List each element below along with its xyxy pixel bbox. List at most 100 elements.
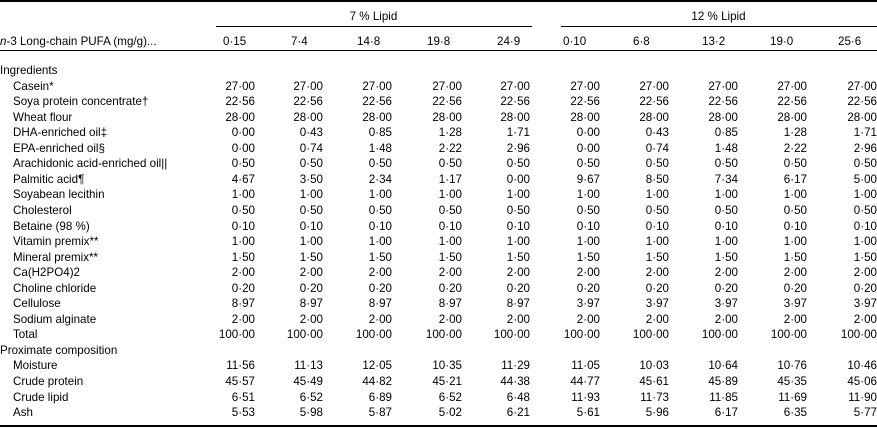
table-cell: 2·00: [783, 312, 807, 326]
table-cell: 0·10: [438, 219, 462, 233]
table-cell: 28·00: [570, 110, 600, 124]
table-cell: 6·17: [783, 172, 807, 186]
table-cell: 3·97: [714, 297, 738, 311]
table-cell: 0·00: [231, 141, 255, 155]
table-cell: 8·97: [231, 297, 255, 311]
table-cell: 44·38: [500, 375, 530, 388]
table-cell: 22·56: [639, 95, 669, 109]
table-cell: 44·82: [362, 375, 392, 388]
table-cell: 1·50: [368, 250, 392, 264]
table-cell: 0·50: [299, 157, 323, 171]
table-cell: 0·20: [506, 281, 530, 295]
table-cell: 2·00: [783, 266, 807, 280]
table-cell: 0·00: [576, 141, 600, 155]
table-cell: 28·00: [639, 110, 669, 124]
table-cell: 0·50: [714, 203, 738, 217]
top-rule: [0, 0, 877, 2]
table-cell: 12·05: [362, 359, 392, 373]
table-cell: 10·35: [432, 359, 462, 373]
row-label: Choline chloride: [13, 281, 97, 295]
table-cell: 0·10: [231, 219, 255, 233]
row-label: EPA-enriched oil§: [13, 141, 105, 155]
table-cell: 11·13: [294, 359, 323, 373]
row-label: Crude protein: [13, 375, 84, 388]
section-header: Proximate composition: [0, 343, 118, 357]
table-cell: 100·00: [632, 328, 669, 342]
table-cell: 6·52: [438, 390, 462, 404]
row-label: Arachidonic acid-enriched oil||: [13, 157, 168, 171]
table-cell: 22·56: [500, 95, 530, 109]
table-cell: 1·00: [231, 235, 255, 249]
table-cell: 0·10: [506, 219, 530, 233]
column-header: 19·0: [770, 35, 794, 48]
row-label: Sodium alginate: [13, 312, 97, 326]
table-cell: 5·98: [299, 406, 323, 420]
row-label: Mineral premix**: [13, 250, 99, 264]
table-cell: 27·00: [847, 79, 877, 93]
table-cell: 100·00: [218, 328, 255, 342]
table-cell: 27·00: [225, 79, 255, 93]
table-cell: 2·00: [368, 266, 392, 280]
table-cell: 100·00: [770, 328, 807, 342]
column-header: 19·8: [427, 35, 451, 48]
table-cell: 0·50: [853, 157, 877, 171]
table-cell: 2·00: [714, 312, 738, 326]
column-header: 0·15: [223, 35, 247, 48]
table-cell: 2·34: [368, 172, 392, 186]
table-cell: 0·50: [438, 157, 462, 171]
column-header: 0·10: [563, 35, 587, 48]
table-cell: 45·57: [225, 375, 255, 388]
table-cell: 9·67: [576, 172, 600, 186]
table-cell: 0·20: [783, 281, 807, 295]
table-cell: 11·73: [640, 390, 669, 404]
table-cell: 100·00: [701, 328, 738, 342]
table-cell: 1·50: [645, 250, 669, 264]
table-cell: 1·28: [438, 126, 462, 140]
table-cell: 2·22: [438, 141, 462, 155]
table-cell: 11·85: [709, 390, 738, 404]
table-cell: 0·85: [714, 126, 738, 140]
table-cell: 3·50: [299, 172, 323, 186]
table-cell: 0·50: [231, 203, 255, 217]
row-label: Casein*: [13, 79, 54, 93]
table-cell: 1·50: [506, 250, 530, 264]
table-cell: 22·56: [847, 95, 877, 109]
table-cell: 27·00: [708, 79, 738, 93]
table-cell: 0·10: [853, 219, 877, 233]
table-cell: 5·61: [576, 406, 600, 420]
table-cell: 1·50: [299, 250, 323, 264]
table-cell: 28·00: [362, 110, 392, 124]
group-rule-7: [216, 26, 532, 27]
table-cell: 22·56: [777, 95, 807, 109]
table-cell: 10·64: [708, 359, 738, 373]
table-cell: 2·00: [853, 312, 877, 326]
table-cell: 45·49: [293, 375, 323, 388]
table-cell: 27·00: [432, 79, 462, 93]
table-cell: 0·20: [231, 281, 255, 295]
table-cell: 0·50: [299, 203, 323, 217]
table-cell: 1·50: [853, 250, 877, 264]
table-cell: 6·48: [506, 390, 530, 404]
row-label: Wheat flour: [13, 110, 73, 124]
table-cell: 11·05: [571, 359, 600, 373]
table-cell: 1·00: [506, 188, 530, 202]
table-cell: 5·02: [438, 406, 462, 420]
table-cell: 0·85: [368, 126, 392, 140]
table-cell: 1·00: [438, 188, 462, 202]
table-cell: 0·50: [714, 157, 738, 171]
table-cell: 2·22: [783, 141, 807, 155]
table-cell: 1·48: [368, 141, 392, 155]
table-cell: 11·56: [226, 359, 255, 373]
table-cell: 0·20: [853, 281, 877, 295]
table-cell: 0·50: [645, 203, 669, 217]
table-cell: 22·56: [362, 95, 392, 109]
column-header: 13·2: [702, 35, 726, 48]
table-cell: 0·50: [368, 203, 392, 217]
table-cell: 1·00: [714, 235, 738, 249]
table-cell: 1·00: [853, 235, 877, 249]
column-header: 24·9: [497, 35, 521, 48]
table-cell: 1·17: [438, 172, 462, 186]
row-label: Ca(H2PO4)2: [13, 266, 81, 280]
table-cell: 6·21: [506, 406, 530, 420]
table-cell: 0·20: [438, 281, 462, 295]
